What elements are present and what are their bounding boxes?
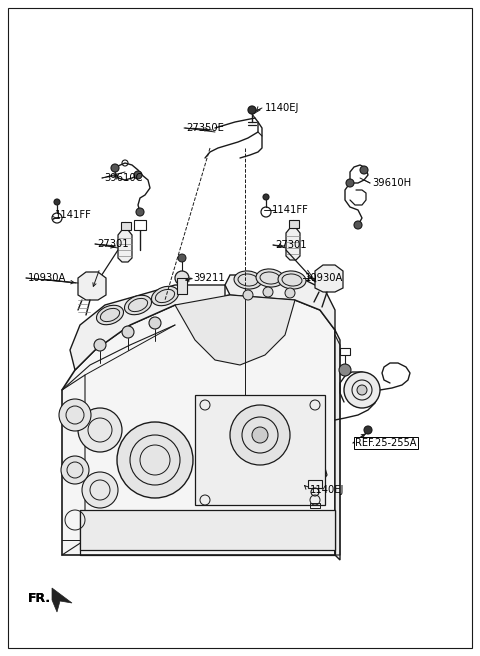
- Text: 1140EJ: 1140EJ: [310, 485, 344, 495]
- Circle shape: [59, 399, 91, 431]
- Circle shape: [346, 179, 354, 187]
- Polygon shape: [225, 275, 335, 330]
- Circle shape: [354, 221, 362, 229]
- Polygon shape: [315, 265, 343, 292]
- Ellipse shape: [234, 271, 262, 289]
- Bar: [177, 278, 187, 294]
- Circle shape: [252, 427, 268, 443]
- Polygon shape: [175, 295, 295, 365]
- Text: 10930A: 10930A: [305, 273, 343, 283]
- Circle shape: [78, 408, 122, 452]
- Circle shape: [117, 422, 193, 498]
- Bar: [80, 510, 335, 550]
- Circle shape: [248, 106, 256, 114]
- Circle shape: [54, 199, 60, 205]
- Bar: [134, 220, 146, 230]
- Circle shape: [94, 339, 106, 351]
- Text: FR.: FR.: [28, 592, 51, 604]
- Ellipse shape: [278, 271, 306, 289]
- Bar: [195, 395, 325, 505]
- Bar: [289, 220, 299, 228]
- Text: 27301: 27301: [275, 240, 307, 250]
- Text: 27301: 27301: [97, 239, 129, 249]
- Bar: [310, 503, 320, 508]
- Text: 1141FF: 1141FF: [272, 205, 309, 215]
- Polygon shape: [62, 295, 335, 555]
- Text: FR.: FR.: [28, 592, 51, 604]
- Polygon shape: [335, 330, 340, 560]
- Circle shape: [149, 317, 161, 329]
- Text: 27350E: 27350E: [186, 123, 224, 133]
- Circle shape: [339, 364, 351, 376]
- Text: 1141FF: 1141FF: [55, 210, 92, 220]
- Circle shape: [82, 472, 118, 508]
- Text: 1140EJ: 1140EJ: [265, 103, 300, 113]
- Polygon shape: [52, 588, 72, 612]
- Circle shape: [360, 166, 368, 174]
- Circle shape: [263, 194, 269, 200]
- Circle shape: [263, 287, 273, 297]
- Bar: [308, 480, 322, 488]
- Ellipse shape: [256, 269, 284, 287]
- Circle shape: [344, 372, 380, 408]
- Polygon shape: [78, 272, 106, 300]
- Circle shape: [243, 290, 253, 300]
- Circle shape: [61, 456, 89, 484]
- Polygon shape: [70, 285, 225, 370]
- Circle shape: [230, 405, 290, 465]
- Circle shape: [175, 271, 189, 285]
- Polygon shape: [286, 228, 300, 260]
- Text: REF.25-255A: REF.25-255A: [355, 438, 416, 448]
- Text: 39610C: 39610C: [104, 173, 143, 183]
- Circle shape: [136, 208, 144, 216]
- Bar: [340, 348, 350, 355]
- Polygon shape: [118, 230, 132, 262]
- Text: REF.25-255A: REF.25-255A: [355, 438, 416, 448]
- Circle shape: [285, 288, 295, 298]
- Bar: [121, 222, 131, 230]
- Circle shape: [111, 164, 119, 172]
- Text: 39610H: 39610H: [372, 178, 411, 188]
- Ellipse shape: [96, 305, 123, 325]
- Circle shape: [364, 426, 372, 434]
- Circle shape: [122, 326, 134, 338]
- Circle shape: [357, 385, 367, 395]
- Ellipse shape: [124, 295, 152, 315]
- Ellipse shape: [152, 286, 179, 306]
- Circle shape: [178, 254, 186, 262]
- Circle shape: [134, 171, 142, 179]
- Text: 39211: 39211: [193, 273, 225, 283]
- Text: 10930A: 10930A: [28, 273, 66, 283]
